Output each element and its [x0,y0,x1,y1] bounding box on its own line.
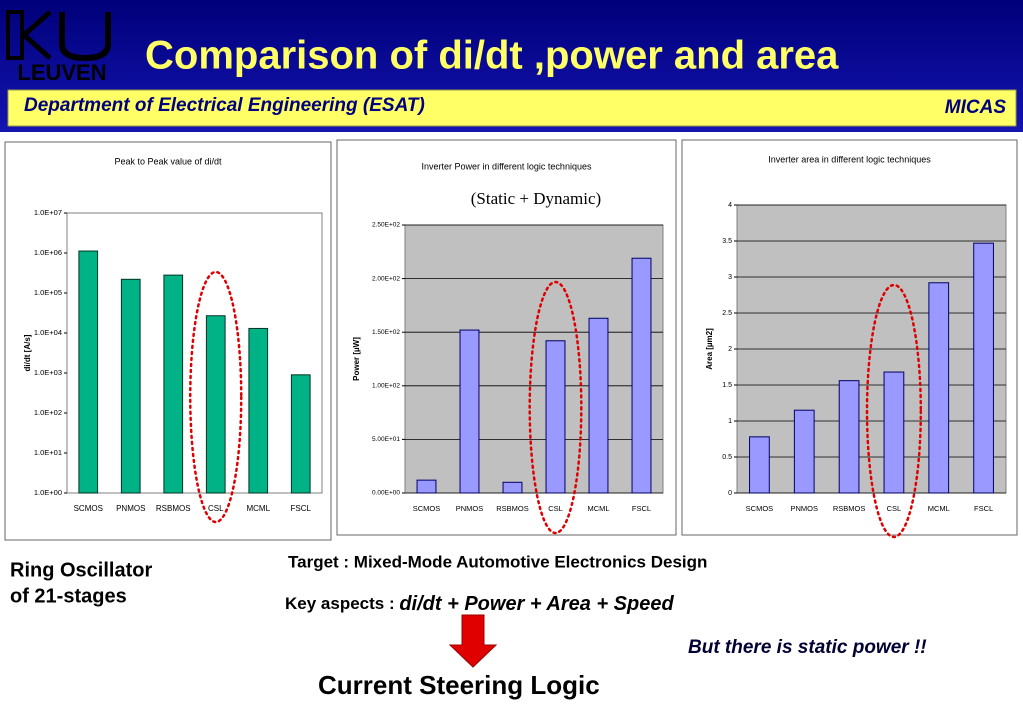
x-tick-label: PNMOS [456,504,484,513]
y-tick-label: 1.0E+03 [34,368,62,377]
bar [416,479,437,494]
static-power-note: But there is static power !! [688,637,927,658]
logo-text: LEUVEN [17,60,106,85]
y-tick-label: 1.0E+07 [34,208,62,217]
bar [838,380,860,494]
x-tick-label: MCML [587,504,609,513]
bar [749,436,770,494]
chart-subtitle: (Static + Dynamic) [471,189,601,208]
plot-area [404,224,664,494]
y-tick-label: 1.5 [722,382,732,389]
y-tick-label: 1.0E+02 [34,408,62,417]
y-tick-label: 1.0E+04 [34,328,62,337]
y-tick-label: 0 [728,490,732,497]
x-tick-label: CSL [208,504,224,513]
x-tick-label: SCMOS [746,504,774,513]
department-banner [7,89,1017,127]
y-tick-label: 4 [728,202,732,209]
y-tick-label: 0.5 [722,454,732,461]
bar [248,327,269,494]
chart-title: Peak to Peak value of di/dt [114,156,222,166]
department: Department of Electrical Engineering (ES… [24,95,425,116]
x-tick-label: RSBMOS [833,504,866,513]
bar [588,317,609,494]
bar [928,282,950,494]
x-tick-label: MCML [928,504,950,513]
arrow [448,614,498,668]
y-tick-label: 2 [728,346,732,353]
y-tick-label: 2.5 [722,310,732,317]
ring-oscillator: of 21-stages [10,585,127,607]
y-tick-label: 1.50E+02 [372,329,400,336]
y-tick-label: 0.00E+00 [372,490,400,497]
x-tick-label: PNMOS [790,504,818,513]
highlight-ellipse [189,270,243,524]
y-axis-label: Area [µm2] [705,328,714,370]
x-tick-label: RSBMOS [156,504,191,513]
bar [883,371,905,494]
y-axis-label: Power [µW] [352,337,361,381]
bar [502,481,523,494]
conclusion: Current Steering Logic [318,670,600,700]
x-tick-label: CSL [548,504,563,513]
x-tick-label: PNMOS [116,504,145,513]
highlight-ellipse [528,280,583,535]
y-tick-label: 1.0E+01 [34,448,62,457]
bar [290,374,311,494]
bar [631,257,652,494]
bar [973,242,994,494]
y-tick-label: 1.0E+00 [34,488,62,497]
x-tick-label: CSL [887,504,902,513]
y-tick-label: 3 [728,274,732,281]
y-tick-label: 1.00E+02 [372,383,400,390]
x-tick-label: FSCL [291,504,312,513]
x-tick-label: SCMOS [74,504,103,513]
chart-title: Inverter Power in different logic techni… [422,161,592,171]
bar [459,329,480,494]
y-tick-label: 1.0E+05 [34,288,62,297]
x-tick-label: FSCL [632,504,651,513]
target: Target : Mixed-Mode Automotive Electroni… [288,552,707,571]
x-tick-label: MCML [246,504,270,513]
highlight-ellipse [865,283,923,539]
x-tick-label: RSBMOS [496,504,529,513]
key-aspects: Key aspects : di/dt + Power + Area + Spe… [285,593,674,615]
x-tick-label: FSCL [974,504,993,513]
slide-title: Comparison of di/dt ,power and area [145,34,839,78]
y-tick-label: 1.0E+06 [34,248,62,257]
chart-title: Inverter area in different logic techniq… [768,154,931,164]
key-aspects-label: Key aspects : [285,594,399,613]
x-tick-label: SCMOS [413,504,441,513]
bar [205,315,226,494]
y-tick-label: 1 [728,418,732,425]
y-tick-label: 2.00E+02 [372,275,400,282]
key-aspects-value: di/dt + Power + Area + Speed [399,593,674,615]
bar [120,278,141,494]
plot-area [66,212,323,494]
bar [545,340,566,494]
y-tick-label: 5.00E+01 [372,436,400,443]
y-tick-label: 2.50E+02 [372,222,400,229]
logo: LEUVEN [6,10,111,85]
ring-oscillator: Ring Oscillator [10,559,152,581]
bar [163,274,184,494]
y-axis-label: di/dt [A/s] [23,334,32,371]
bar [78,250,99,494]
group: MICAS [945,97,1007,118]
bar [793,409,815,494]
y-tick-label: 3.5 [722,238,732,245]
